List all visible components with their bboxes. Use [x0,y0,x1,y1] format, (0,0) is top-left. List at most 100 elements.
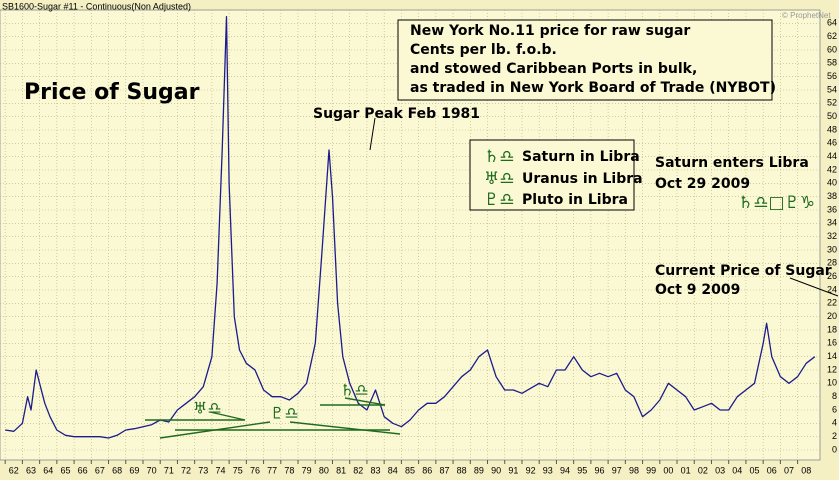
x-tick-label: 71 [164,465,174,475]
x-tick-label: 00 [663,465,673,475]
y-tick-label: 24 [827,284,837,294]
annotation: Oct 29 2009 [655,176,750,192]
y-tick-label: 36 [827,204,837,214]
x-tick-label: 62 [9,465,19,475]
x-tick-label: 88 [457,465,467,475]
y-tick-label: 46 [827,138,837,148]
y-tick-label: 34 [827,218,837,228]
x-tick-label: 68 [112,465,122,475]
y-tick-label: 30 [827,244,837,254]
y-tick-label: 62 [827,31,837,41]
x-tick-label: 91 [508,465,518,475]
x-tick-label: 87 [439,465,449,475]
x-tick-label: 85 [405,465,415,475]
x-tick-label: 02 [698,465,708,475]
x-tick-label: 77 [267,465,277,475]
chart-title: SB1600-Sugar #11 - Continuous(Non Adjust… [2,1,191,11]
x-tick-label: 81 [336,465,346,475]
x-tick-label: 94 [560,465,570,475]
x-tick-label: 64 [43,465,53,475]
y-tick-label: 32 [827,231,837,241]
x-tick-label: 76 [250,465,260,475]
x-tick-label: 75 [233,465,243,475]
y-tick-label: 0 [832,444,837,454]
y-tick-label: 28 [827,258,837,268]
y-tick-label: 64 [827,18,837,28]
y-tick-label: 8 [832,391,837,401]
x-tick-label: 99 [646,465,656,475]
annotation: ♅♎ [193,399,222,418]
y-tick-label: 16 [827,338,837,348]
y-tick-label: 42 [827,164,837,174]
x-tick-label: 01 [681,465,691,475]
x-tick-label: 63 [26,465,36,475]
x-tick-label: 03 [715,465,725,475]
x-tick-label: 07 [784,465,794,475]
annotation: Sugar Peak Feb 1981 [313,106,480,122]
y-tick-label: 20 [827,311,837,321]
annotation: ♇♎ [484,190,514,210]
x-tick-label: 83 [371,465,381,475]
y-tick-label: 22 [827,298,837,308]
annotation: Price of Sugar [24,80,200,105]
plot [5,16,816,439]
x-tick-label: 79 [302,465,312,475]
y-tick-label: 48 [827,124,837,134]
annotation: ♄♎ [340,381,369,400]
x-tick-label: 90 [491,465,501,475]
price-line [5,16,816,439]
x-tick-label: 73 [198,465,208,475]
grid [0,10,820,464]
y-tick-label: 58 [827,58,837,68]
y-tick-label: 14 [827,351,837,361]
annotation: ♇♎ [270,404,299,423]
x-tick-label: 70 [147,465,157,475]
watermark: © ProphetNet [782,11,831,20]
x-tick-label: 96 [594,465,604,475]
x-tick-label: 98 [629,465,639,475]
annotation: Oct 9 2009 [655,282,740,298]
arrows [369,117,839,297]
annotation: Saturn enters Libra [655,155,809,171]
x-tick-label: 66 [78,465,88,475]
y-tick-label: 52 [827,98,837,108]
y-tick-label: 10 [827,378,837,388]
x-tick-label: 80 [319,465,329,475]
y-tick-label: 2 [832,431,837,441]
x-tick-label: 69 [129,465,139,475]
y-tick-label: 38 [827,191,837,201]
x-tick-label: 97 [612,465,622,475]
x-tick-label: 04 [732,465,742,475]
annotation: ♄♎□♇♑ [738,193,815,213]
x-tick-label: 06 [767,465,777,475]
y-tick-label: 40 [827,178,837,188]
y-tick-label: 18 [827,324,837,334]
x-tick-label: 92 [526,465,536,475]
period-arrows [145,397,401,439]
x-tick-label: 86 [422,465,432,475]
legend-box [469,139,635,211]
y-tick-label: 6 [832,404,837,414]
x-tick-label: 89 [474,465,484,475]
x-tick-label: 82 [353,465,363,475]
annotation: Cents per lb. f.o.b. [410,42,557,58]
x-tick-label: 74 [215,465,225,475]
annotation: as traded in New York Board of Trade (NY… [410,80,776,96]
y-tick-label: 50 [827,111,837,121]
x-tick-label: 95 [577,465,587,475]
x-tick-label: 65 [60,465,70,475]
annotation: ♅♎ [484,169,514,189]
x-tick-label: 93 [543,465,553,475]
annotation: New York No.11 price for raw sugar [410,23,690,39]
annotation: Current Price of Sugar [655,263,832,279]
annotation: Saturn in Libra [522,149,640,165]
x-tick-label: 05 [750,465,760,475]
x-tick-label: 78 [284,465,294,475]
info-box [397,19,773,101]
x-tick-label: 08 [801,465,811,475]
y-tick-label: 26 [827,271,837,281]
y-tick-label: 44 [827,151,837,161]
y-tick-label: 4 [832,418,837,428]
y-tick-label: 54 [827,84,837,94]
